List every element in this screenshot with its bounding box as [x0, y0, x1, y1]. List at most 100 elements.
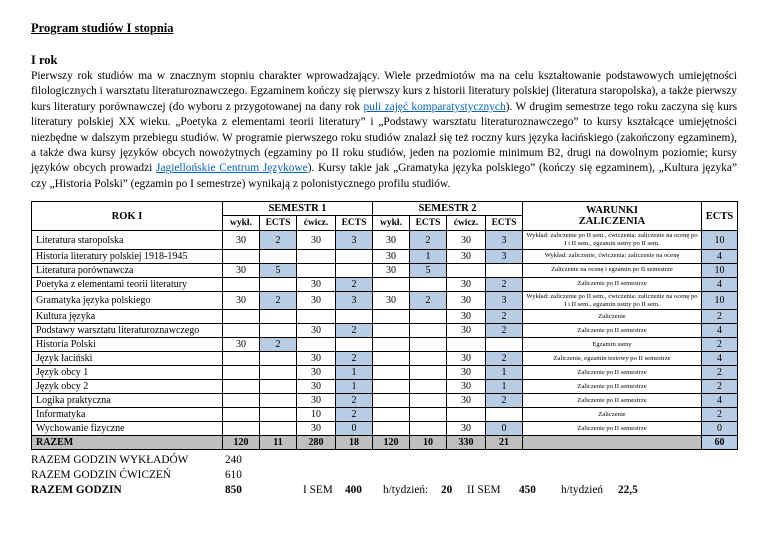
course-name-cell: Informatyka [31, 407, 223, 423]
hours-cell [446, 262, 486, 278]
ects-cell: 2 [409, 230, 447, 250]
hours-cell: 30 [222, 262, 260, 278]
ects-cell: 3 [485, 230, 523, 250]
ects-cell: 2 [335, 323, 373, 339]
course-row: Kultura języka 30 2 Zaliczenie 2 [31, 309, 738, 325]
sem2-label: II SEM [467, 483, 501, 496]
hours-cell [296, 248, 336, 264]
ects-cell [409, 309, 447, 325]
subheader-ects-wykl-sem1: ECTS [259, 215, 297, 232]
course-name-cell: Wychowanie fizyczne [31, 421, 223, 437]
ects-cell: 1 [335, 379, 373, 395]
hours-cell [372, 276, 410, 292]
ects-cell: 0 [485, 421, 523, 437]
pass-conditions-cell: Zaliczenie po II semestrze [522, 421, 702, 437]
hours-cell [446, 337, 486, 353]
ects-cell: 0 [335, 421, 373, 437]
ects-total-cell: 4 [701, 248, 738, 264]
total-value-cell: 120 [222, 435, 260, 451]
ects-cell: 2 [485, 323, 523, 339]
ects-cell [259, 323, 297, 339]
hours-cell [372, 421, 410, 437]
ects-cell: 1 [485, 379, 523, 395]
total-ects-cell: 60 [701, 435, 738, 451]
ects-cell [259, 393, 297, 409]
course-row: Historia literatury polskiej 1918-1945 30… [31, 248, 738, 264]
semester1-header: SEMESTR 1 [222, 201, 373, 217]
pass-conditions-cell: Wykład: zaliczenie po II sem., ćwiczenia… [522, 290, 702, 311]
course-row: Podstawy warsztatu literaturoznawczego 30… [31, 323, 738, 339]
hours-cell: 30 [446, 230, 486, 250]
subheader-ects-cwicz-sem1: ECTS [335, 215, 373, 232]
semester2-header: SEMESTR 2 [372, 201, 523, 217]
page-title: Program studiów I stopnia [31, 21, 174, 35]
hours-cell [296, 337, 336, 353]
ects-cell: 3 [485, 290, 523, 311]
ects-total-cell: 10 [701, 262, 738, 278]
ects-cell: 5 [409, 262, 447, 278]
courses-tbody: Literatura staropolska 30 2 30 3 30 2 30 3 Wykład… [31, 230, 738, 451]
inline-link[interactable]: puli zajęć komparatystycznych [363, 100, 506, 113]
paragraph-text: ). Kursy takie jak „Gramatyka języka pol… [31, 162, 737, 190]
hours-cell [296, 262, 336, 278]
ects-cell: 1 [485, 365, 523, 381]
total-value-cell: 21 [485, 435, 523, 451]
hours-cell: 30 [296, 393, 336, 409]
ects-cell [409, 421, 447, 437]
pass-conditions-cell: Zaliczenie na ocenę i egzamin po II seme… [522, 262, 702, 278]
ects-cell [335, 248, 373, 264]
summary-row-total: RAZEM GODZIN 850 I SEM 400 h/tydzień: 20… [31, 483, 737, 498]
course-row: Literatura porównawcza 30 5 30 5 Zaliczenie n… [31, 262, 738, 278]
subheader-cwicz-sem2: ćwicz. [446, 215, 486, 232]
ects-cell [485, 262, 523, 278]
hours-cell [372, 323, 410, 339]
course-row: Informatyka 10 2 Zaliczenie 2 [31, 407, 738, 423]
pass-conditions-cell: Zaliczenie [522, 309, 702, 325]
rok-header: ROK I [31, 201, 223, 232]
hours-cell [372, 379, 410, 395]
sem2-hours-value: 450 [519, 483, 536, 496]
hours-cell [296, 309, 336, 325]
ects-total-cell: 2 [701, 379, 738, 395]
total-value-cell: 18 [335, 435, 373, 451]
inline-link[interactable]: Jagiellońskie Centrum Językowe [156, 162, 308, 175]
ects-cell: 3 [485, 248, 523, 264]
ects-cell [335, 337, 373, 353]
paragraph-text: Pierwszy rok studiów ma w znacznym stopn… [31, 70, 737, 113]
ects-cell [409, 337, 447, 353]
header-row-1: ROK I SEMESTR 1 SEMESTR 2 WARUNKI ZALICZ… [31, 201, 738, 232]
ects-cell [259, 407, 297, 423]
warunki-header: WARUNKI ZALICZENIA [522, 201, 702, 232]
ects-total-cell: 4 [701, 393, 738, 409]
intro-paragraph: Pierwszy rok studiów ma w znacznym stopn… [31, 69, 737, 192]
subheader-cwicz-sem1: ćwicz. [296, 215, 336, 232]
total-value-cell: 330 [446, 435, 486, 451]
course-row: Wychowanie fizyczne 30 0 30 0 Zaliczenie po I… [31, 421, 738, 437]
ects-cell: 3 [335, 290, 373, 311]
hours-cell [222, 421, 260, 437]
ects-cell [409, 351, 447, 367]
ects-cell: 2 [409, 290, 447, 311]
header-row-2: wykł. ECTS ćwicz. ECTS wykł. ECTS ćwicz.… [32, 215, 738, 232]
course-row: Poetyka z elementami teorii literatury 30… [31, 276, 738, 292]
course-name-cell: Język obcy 2 [31, 379, 223, 395]
ects-total-cell: 10 [701, 230, 738, 250]
hours-cell: 30 [296, 421, 336, 437]
hours-cell: 30 [446, 248, 486, 264]
course-row: Gramatyka języka polskiego 30 2 30 3 30 2 30 3 Wy… [31, 290, 738, 311]
pass-conditions-cell: Zaliczenie [522, 407, 702, 423]
ects-cell: 2 [485, 309, 523, 325]
hours-cell: 30 [446, 365, 486, 381]
hours-cell: 30 [446, 393, 486, 409]
total-row: RAZEM 120 11 280 18 120 10 330 21 60 [31, 435, 738, 451]
subheader-ects-wykl-sem2: ECTS [409, 215, 447, 232]
hours-cell: 30 [296, 365, 336, 381]
ects-cell [259, 351, 297, 367]
sem2-per-week-value: 22,5 [618, 483, 638, 496]
ects-cell: 2 [335, 407, 373, 423]
course-name-cell: Kultura języka [31, 309, 223, 325]
course-row: Historia Polski 30 2 Egzamin ustny 2 [31, 337, 738, 353]
hours-cell: 30 [446, 323, 486, 339]
pass-conditions-cell: Zaliczenie po II semestrze [522, 365, 702, 381]
ects-cell: 3 [335, 230, 373, 250]
